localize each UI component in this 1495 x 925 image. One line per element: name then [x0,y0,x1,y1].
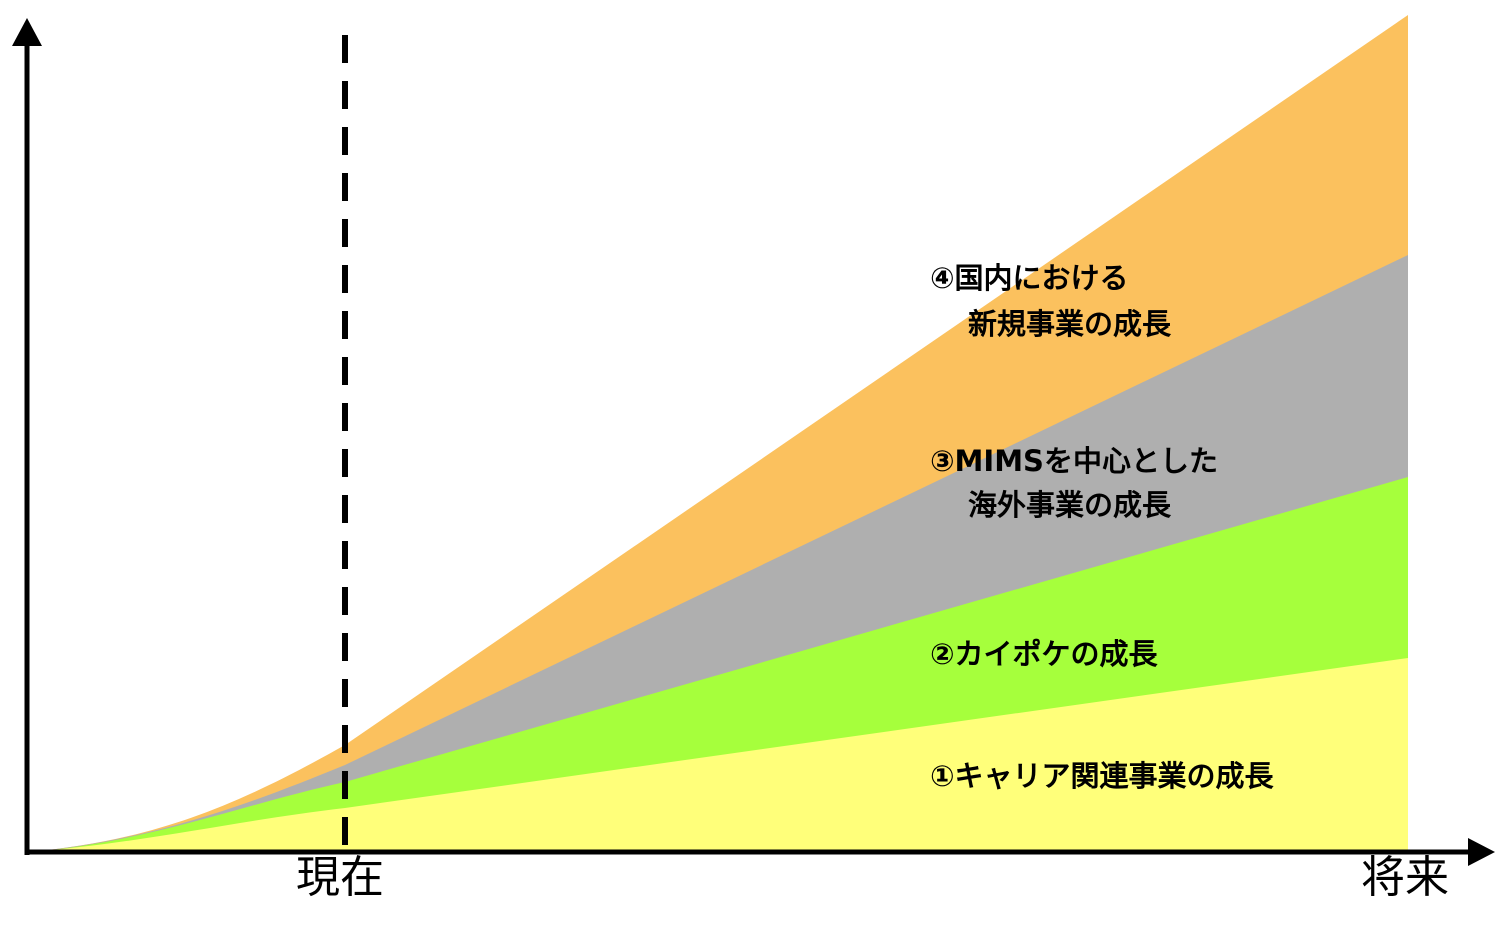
band-label: 新規事業の成長 [968,307,1172,341]
band-label: ①キャリア関連事業の成長 [930,759,1275,793]
x-axis-arrow [1468,838,1495,866]
band-label: ②カイポケの成長 [930,637,1159,671]
y-axis-arrow [12,18,42,46]
band-label: ④国内における [930,261,1129,295]
future-label: 将来 [1361,852,1449,903]
area-career [30,658,1408,852]
band-label: 海外事業の成長 [968,488,1172,522]
now-label: 現在 [296,852,384,903]
band-label: ③MIMSを中心とした [930,444,1218,478]
